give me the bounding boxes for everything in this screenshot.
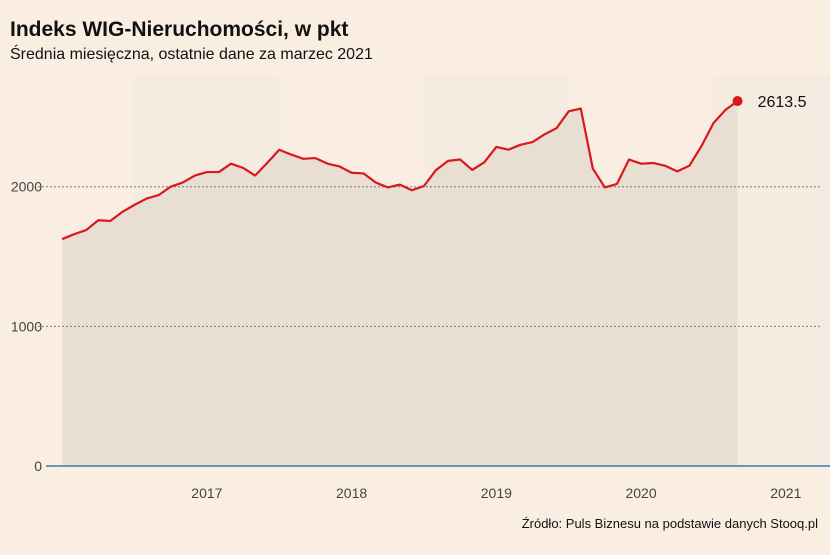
series-line [61, 100, 739, 241]
y-tick-label: 1000 [11, 318, 42, 334]
x-tick-label: 2018 [336, 485, 367, 501]
x-tick-label: 2021 [770, 485, 801, 501]
last-value-label: 2613.5 [758, 94, 807, 111]
series-area [62, 101, 738, 466]
x-tick-label: 2020 [625, 485, 656, 501]
chart-title: Indeks WIG-Nieruchomości, w pkt [10, 18, 349, 41]
x-tick-label: 2019 [481, 485, 512, 501]
y-tick-label: 2000 [11, 179, 42, 195]
source-note: Źródło: Puls Biznesu na podstawie danych… [521, 516, 818, 531]
chart-subtitle: Średnia miesięczna, ostatnie dane za mar… [10, 46, 373, 63]
x-tick-label: 2017 [191, 485, 222, 501]
y-tick-label: 0 [34, 458, 42, 474]
last-value-marker [732, 96, 743, 107]
